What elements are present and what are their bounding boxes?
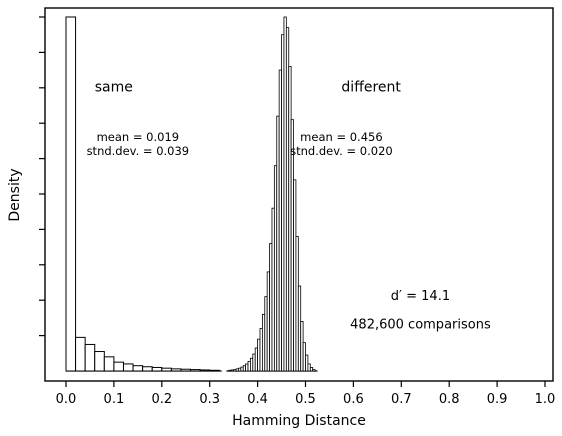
bar-series1-14 (199, 369, 211, 372)
x-axis-label: Hamming Distance (232, 413, 366, 429)
y-axis-label: Density (7, 168, 23, 221)
bar-series2-32 (305, 354, 309, 372)
bar-series1-5 (113, 361, 124, 372)
x-tick-label-10: 1.0 (535, 392, 556, 407)
bar-series1-0 (65, 16, 77, 372)
x-tick-label-4: 0.4 (247, 392, 268, 407)
x-tick-label-3: 0.3 (199, 392, 220, 407)
x-tick-label-5: 0.5 (295, 392, 316, 407)
x-tick-label-9: 0.9 (487, 392, 508, 407)
annotation-0: same (95, 79, 133, 95)
bar-series1-13 (190, 369, 201, 372)
x-tick-label-8: 0.8 (439, 392, 460, 407)
bar-series1-2 (84, 343, 96, 372)
bar-series1-4 (103, 356, 115, 372)
annotation-2: stnd.dev. = 0.039 (87, 144, 190, 158)
x-tick-label-6: 0.6 (343, 392, 364, 407)
bars-layer (65, 16, 318, 372)
x-tick-label-7: 0.7 (391, 392, 412, 407)
bar-series1-8 (142, 366, 153, 372)
annotation-1: mean = 0.019 (97, 130, 179, 144)
x-tick-label-2: 0.2 (151, 392, 172, 407)
bar-series1-7 (132, 365, 144, 372)
bar-series1-11 (170, 368, 182, 372)
bar-series1-15 (209, 369, 220, 372)
annotation-7: 482,600 comparisons (350, 318, 491, 333)
bar-series1-6 (122, 363, 134, 372)
bar-series1-3 (94, 351, 105, 372)
x-tick-label-0: 0.0 (56, 392, 77, 407)
bar-series2-35 (312, 369, 316, 372)
y-ticks-layer (39, 16, 45, 337)
bar-series1-9 (151, 366, 163, 372)
x-tick-label-1: 0.1 (104, 392, 125, 407)
bar-series1-12 (180, 368, 192, 372)
bar-series1-10 (161, 367, 172, 372)
annotation-4: mean = 0.456 (300, 130, 382, 144)
annotation-6: d′ = 14.1 (391, 289, 450, 304)
x-ticks-layer: 0.0 0.1 0.2 0.3 0.4 0.5 0.6 0.7 0.8 0.9 1.0 (56, 381, 556, 407)
bar-series1-1 (75, 336, 86, 372)
annotation-3: different (341, 79, 401, 95)
annotation-5: stnd.dev. = 0.020 (290, 144, 393, 158)
